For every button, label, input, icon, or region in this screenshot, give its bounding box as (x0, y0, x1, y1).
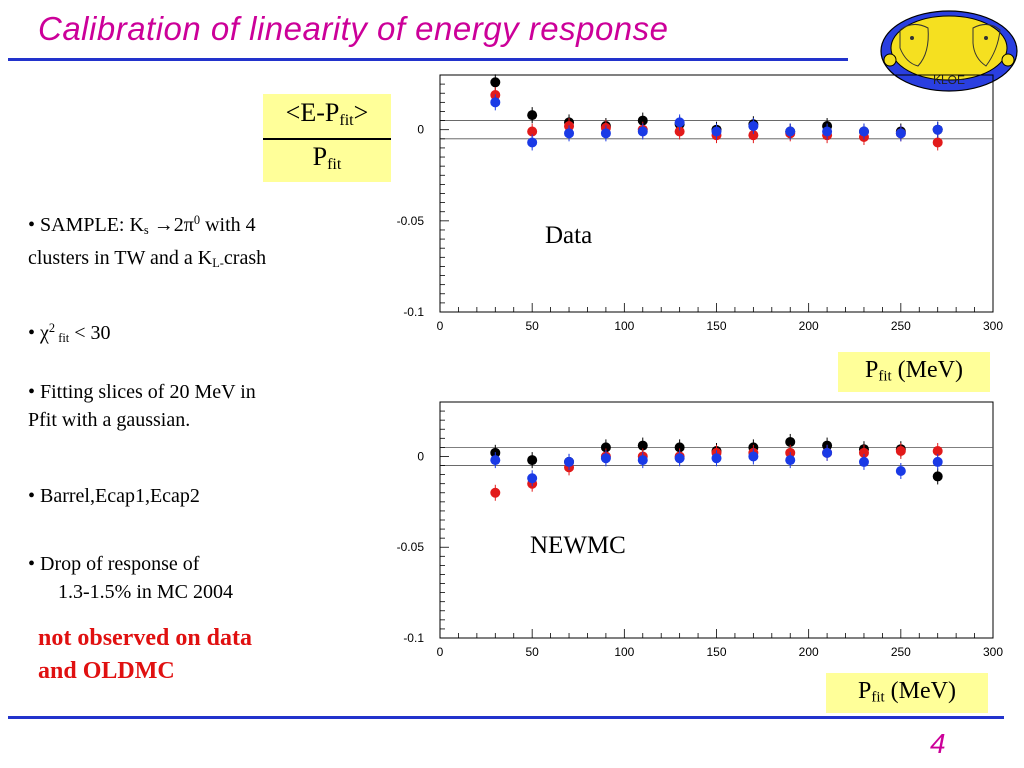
data-point (490, 487, 501, 498)
fraction-bar (263, 138, 391, 140)
x-unit-label-bottom: Pfit (MeV) (826, 673, 988, 713)
data-point (637, 126, 648, 137)
data-point (932, 446, 943, 457)
data-point (564, 128, 575, 139)
chart-data: 0 50 100 150 200 250 300 0 -0.05 -0.1 Data (397, 74, 1003, 333)
ratio-label-box: <E-Pfit> Pfit (263, 94, 391, 182)
bullet-fitting: • Fitting slices of 20 MeV in Pfit with … (28, 381, 256, 431)
data-point (858, 456, 869, 467)
plot-frame (439, 401, 994, 639)
data-point (748, 130, 759, 141)
data-point (637, 455, 648, 466)
x-tick-label: 100 (614, 645, 634, 659)
x-tick-label: 50 (525, 319, 539, 333)
page-number: 4 (930, 728, 946, 759)
data-point (527, 137, 538, 148)
data-point (674, 117, 685, 128)
data-point (785, 126, 796, 137)
kloe-logo: KLOE (880, 10, 1018, 92)
data-point (637, 440, 648, 451)
data-point (637, 115, 648, 126)
data-point (527, 473, 538, 484)
data-point (527, 126, 538, 137)
data-point (858, 447, 869, 458)
data-point (895, 465, 906, 476)
bullet-regions: • Barrel,Ecap1,Ecap2 (28, 485, 200, 507)
data-point (932, 137, 943, 148)
x-tick-label: 300 (983, 319, 1003, 333)
chart-annotation: NEWMC (530, 532, 626, 559)
y-tick-label: 0 (417, 123, 424, 137)
svg-text:KLOE: KLOE (933, 73, 965, 87)
plot-frame (439, 74, 994, 313)
data-point (490, 77, 501, 88)
y-tick-label: 0 (417, 449, 424, 463)
x-tick-label: 200 (799, 319, 819, 333)
charts-area: 0 50 100 150 200 250 300 0 -0.05 -0.1 Data 0 50 100 1… (397, 74, 1003, 659)
x-tick-label: 50 (525, 645, 539, 659)
y-tick-label: -0.05 (397, 214, 425, 228)
chart-newmc: 0 50 100 150 200 250 300 0 -0.05 -0.1 NEWMC (397, 401, 1003, 659)
x-tick-label: 150 (706, 319, 726, 333)
chart-annotation: Data (545, 222, 592, 249)
data-point (527, 110, 538, 121)
x-tick-label: 150 (706, 645, 726, 659)
data-point (600, 442, 611, 453)
data-point (748, 121, 759, 132)
x-unit-label-top: Pfit (MeV) (838, 352, 990, 392)
data-point (490, 97, 501, 108)
data-point (600, 128, 611, 139)
data-point (490, 455, 501, 466)
x-tick-label: 250 (891, 645, 911, 659)
data-point (527, 455, 538, 466)
data-point (932, 471, 943, 482)
x-tick-label: 300 (983, 645, 1003, 659)
data-point (564, 456, 575, 467)
slide-title: Calibration of linearity of energy respo… (38, 10, 669, 47)
footer-rule (8, 716, 1004, 719)
data-point (600, 453, 611, 464)
data-point (932, 456, 943, 467)
data-point (711, 453, 722, 464)
x-tick-label: 200 (799, 645, 819, 659)
data-point (785, 455, 796, 466)
data-point (711, 126, 722, 137)
x-tick-label: 250 (891, 319, 911, 333)
x-tick-label: 0 (437, 645, 444, 659)
emphasis-text: not observed on data and OLDMC (38, 625, 253, 684)
data-point (674, 442, 685, 453)
y-tick-label: -0.05 (397, 540, 425, 554)
data-point (858, 126, 869, 137)
x-tick-label: 0 (437, 319, 444, 333)
ratio-numerator: <E-Pfit> (285, 98, 369, 130)
data-point (822, 447, 833, 458)
data-point (932, 124, 943, 135)
bullet-drop: • Drop of response of 1.3-1.5% in MC 200… (28, 553, 233, 603)
bullet-chi2: • χ2 fit < 30 (28, 321, 111, 345)
data-point (674, 126, 685, 137)
data-point (822, 126, 833, 137)
data-point (895, 128, 906, 139)
title-rule (8, 58, 848, 61)
ratio-denominator: Pfit (312, 142, 342, 174)
data-point (895, 446, 906, 457)
y-tick-label: -0.1 (403, 631, 424, 645)
bullet-sample: • SAMPLE: Ks →2π0 with 4 clusters in TW … (28, 213, 267, 270)
data-point (748, 451, 759, 462)
data-point (785, 436, 796, 447)
data-point (674, 453, 685, 464)
y-tick-label: -0.1 (403, 305, 424, 319)
x-tick-label: 100 (614, 319, 634, 333)
